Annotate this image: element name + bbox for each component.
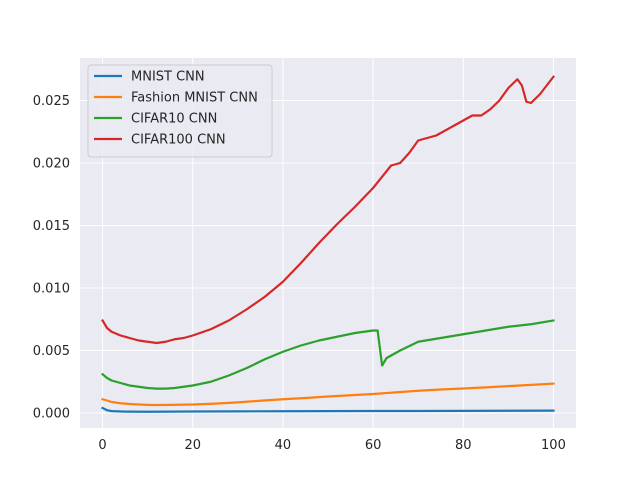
legend-label: CIFAR10 CNN [131, 112, 217, 127]
y-axis-ticks: 0.000 0.005 0.010 0.015 0.020 0.025 [33, 94, 70, 422]
legend-label: CIFAR100 CNN [131, 133, 226, 148]
series-line-3 [101, 75, 555, 345]
legend-label: Fashion MNIST CNN [131, 91, 258, 106]
y-tick-label: 0.005 [33, 344, 70, 359]
series-line-2 [101, 319, 555, 390]
x-axis-ticks: 0 20 40 60 80 100 [98, 438, 565, 453]
y-tick-label: 0.015 [33, 219, 70, 234]
y-tick-label: 0.000 [33, 407, 70, 422]
x-tick-label: 40 [275, 438, 292, 453]
y-tick-label: 0.010 [33, 282, 70, 297]
series-line-0 [101, 406, 555, 413]
x-tick-label: 80 [455, 438, 472, 453]
series-lines [101, 75, 555, 413]
y-tick-label: 0.020 [33, 157, 70, 172]
legend-label: MNIST CNN [131, 70, 205, 85]
legend: MNIST CNN Fashion MNIST CNN CIFAR10 CNN CIF… [87, 64, 273, 158]
x-tick-label: 60 [365, 438, 382, 453]
x-tick-label: 20 [184, 438, 201, 453]
x-tick-label: 0 [98, 438, 106, 453]
series-line-1 [101, 382, 555, 407]
x-tick-label: 100 [541, 438, 566, 453]
y-tick-label: 0.025 [33, 94, 70, 109]
legend-box [87, 64, 273, 158]
